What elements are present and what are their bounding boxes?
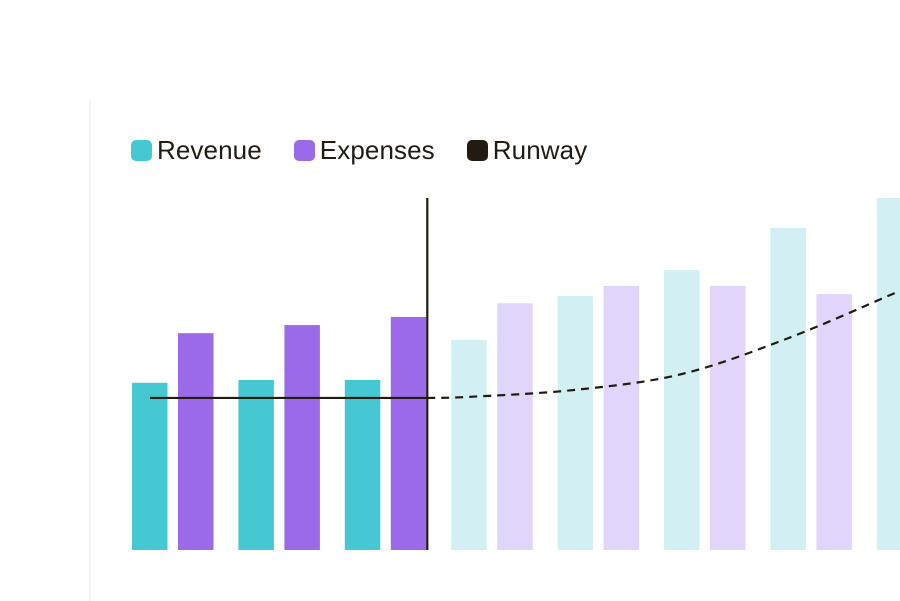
bar-revenue-0 xyxy=(132,382,168,550)
bar-expenses-2 xyxy=(390,316,427,550)
bar-revenue-6 xyxy=(770,227,806,551)
bar-expenses-6 xyxy=(816,294,852,550)
bar-revenue-4 xyxy=(557,295,594,550)
bar-expenses-3 xyxy=(497,303,533,550)
bar-expenses-5 xyxy=(710,286,746,550)
legend-swatch-expenses xyxy=(293,139,315,161)
legend-item-runway: Runway xyxy=(466,134,588,166)
lines-group xyxy=(150,198,896,550)
bar-revenue-3 xyxy=(451,339,487,550)
legend-label-revenue: Revenue xyxy=(157,134,262,165)
bar-expenses-1 xyxy=(284,325,320,550)
legend-label-expenses: Expenses xyxy=(319,134,435,165)
legend-item-revenue: Revenue xyxy=(131,135,262,166)
bar-revenue-1 xyxy=(238,379,274,550)
bars-group xyxy=(132,198,900,551)
legend-swatch-runway xyxy=(466,139,488,161)
bar-expenses-0 xyxy=(178,333,214,550)
legend-item-expenses: Expenses xyxy=(293,134,435,166)
legend: Revenue Expenses Runway xyxy=(131,134,587,166)
bar-revenue-5 xyxy=(664,270,700,550)
card-edge xyxy=(89,100,91,601)
legend-label-runway: Runway xyxy=(492,134,588,165)
bar-expenses-4 xyxy=(603,286,640,550)
legend-swatch-revenue xyxy=(131,139,152,161)
runway-line-projected xyxy=(427,292,896,400)
bar-revenue-2 xyxy=(344,379,381,550)
bar-revenue-7 xyxy=(876,198,900,550)
